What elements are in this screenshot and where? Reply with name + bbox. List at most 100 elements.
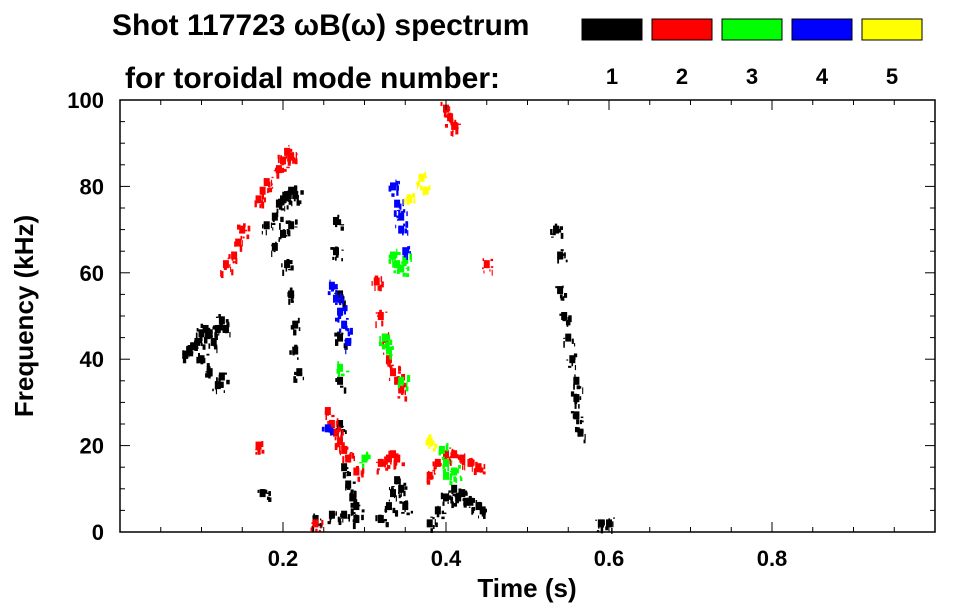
spectrum-point-mode-1 <box>220 322 231 338</box>
spectrum-point-mode-3 <box>385 345 394 360</box>
spectrum-point-mode-4 <box>344 337 352 355</box>
spectrum-point-mode-2 <box>255 441 265 455</box>
x-tick-label: 0.4 <box>431 546 462 571</box>
spectrum-point-mode-2 <box>353 465 365 482</box>
y-tick-label: 100 <box>67 88 104 113</box>
spectrum-point-mode-1 <box>557 249 568 264</box>
legend-swatch-mode-2 <box>651 18 713 41</box>
spectrum-point-mode-2 <box>397 384 408 402</box>
chart-subtitle: for toroidal mode number: <box>125 62 500 95</box>
spectrum-point-mode-1 <box>440 492 454 509</box>
x-tick-label: 0.8 <box>757 546 788 571</box>
spectrum-point-mode-2 <box>228 251 238 265</box>
spectrum-marks <box>182 101 615 534</box>
legend-label-mode-4: 4 <box>816 64 829 89</box>
spectrum-point-mode-1 <box>384 502 399 517</box>
spectrum-point-mode-2 <box>234 236 245 252</box>
spectrum-point-mode-1 <box>375 514 389 528</box>
spectrum-point-mode-1 <box>432 505 447 520</box>
spectrum-point-mode-4 <box>388 179 400 197</box>
spectrum-point-mode-2 <box>475 461 486 475</box>
plot-frame <box>119 99 936 533</box>
y-tick-label: 80 <box>80 174 104 199</box>
spectrum-point-mode-3 <box>451 464 463 483</box>
spectrum-point-mode-4 <box>396 209 409 228</box>
spectrum-point-mode-1 <box>573 374 584 395</box>
legend: 1 2 3 4 5 <box>581 18 923 89</box>
spectrum-point-mode-5 <box>415 171 428 190</box>
spectrum-point-mode-1 <box>290 317 301 336</box>
spectrum-point-mode-5 <box>403 193 416 206</box>
legend-swatch-mode-3 <box>721 18 783 41</box>
spectrum-point-mode-1 <box>270 211 284 230</box>
spectrum-point-mode-4 <box>327 279 338 297</box>
spectrum-point-mode-4 <box>332 293 344 306</box>
x-axis-label: Time (s) <box>477 573 576 603</box>
legend-label-mode-2: 2 <box>676 64 688 89</box>
spectrum-point-mode-4 <box>393 199 406 217</box>
spectrum-point-mode-2 <box>467 457 477 476</box>
spectrum-point-mode-1 <box>350 499 365 517</box>
spectrum-point-mode-1 <box>271 241 278 258</box>
spectrum-point-mode-4 <box>402 245 411 261</box>
spectrum-point-mode-1 <box>212 381 225 395</box>
spectrum-point-mode-1 <box>388 486 401 502</box>
spectrum-point-mode-1 <box>335 373 347 394</box>
spectrum-point-mode-1 <box>570 411 584 425</box>
spectrum-point-mode-2 <box>254 193 266 209</box>
spectrum-point-mode-1 <box>205 366 213 379</box>
spectrum-point-mode-1 <box>289 344 299 360</box>
spectrum-point-mode-5 <box>420 185 431 196</box>
spectrum-point-mode-1 <box>330 246 344 262</box>
spectrum-point-mode-2 <box>273 165 287 179</box>
spectrum-point-mode-3 <box>378 333 393 350</box>
spectrum-point-mode-2 <box>393 453 405 470</box>
spectrum-point-mode-1 <box>352 512 364 530</box>
spectrum-point-mode-2 <box>285 150 298 165</box>
spectrum-point-mode-2 <box>456 453 466 471</box>
legend-label-mode-1: 1 <box>606 64 618 89</box>
spectrum-point-mode-3 <box>402 253 413 271</box>
spectrum-point-mode-2 <box>375 309 388 329</box>
legend-label-mode-5: 5 <box>886 64 898 89</box>
spectrum-point-mode-1 <box>559 312 572 327</box>
spectrum-point-mode-1 <box>289 190 304 206</box>
spectrum-point-mode-2 <box>432 458 442 475</box>
axes: 0.2 0.4 0.6 0.8 0 20 40 60 80 100 <box>67 88 936 571</box>
y-tick-label: 20 <box>80 434 104 459</box>
spectrum-point-mode-1 <box>399 500 413 516</box>
spectrum-point-mode-2 <box>310 519 324 532</box>
spectrum-point-mode-1 <box>566 353 578 371</box>
spectrum-point-mode-1 <box>203 326 218 344</box>
spectrum-point-mode-2 <box>263 176 274 193</box>
y-tick-label: 60 <box>80 261 104 286</box>
y-tick-label: 0 <box>92 520 104 545</box>
x-tick-label: 0.2 <box>268 546 299 571</box>
spectrum-point-mode-3 <box>359 451 371 469</box>
spectrum-point-mode-4 <box>321 424 334 436</box>
spectrum-point-mode-3 <box>336 361 350 378</box>
spectrum-point-mode-2 <box>450 121 461 137</box>
spectrum-point-mode-1 <box>426 516 438 533</box>
spectrum-point-mode-2 <box>277 154 292 169</box>
legend-swatch-mode-4 <box>791 18 853 41</box>
spectrum-point-mode-1 <box>216 372 230 385</box>
spectrum-point-mode-1 <box>257 489 272 502</box>
spectrum-point-mode-1 <box>293 368 305 383</box>
legend-label-mode-3: 3 <box>746 64 758 89</box>
spectrum-point-mode-1 <box>261 221 274 236</box>
y-tick-label: 40 <box>80 347 104 372</box>
spectrum-point-mode-1 <box>285 219 298 237</box>
spectrum-point-mode-2 <box>371 275 384 292</box>
spectrum-point-mode-1 <box>338 510 351 526</box>
spectrum-point-mode-1 <box>570 391 582 409</box>
spectrum-point-mode-1 <box>550 223 564 239</box>
spectrum-point-mode-1 <box>555 285 568 301</box>
spectrum-point-mode-1 <box>332 214 345 231</box>
spectrum-point-mode-1 <box>398 482 408 497</box>
spectrum-point-mode-1 <box>574 426 586 444</box>
spectrum-point-mode-4 <box>334 305 348 323</box>
spectrum-point-mode-5 <box>425 434 438 452</box>
legend-swatch-mode-1 <box>581 18 643 41</box>
